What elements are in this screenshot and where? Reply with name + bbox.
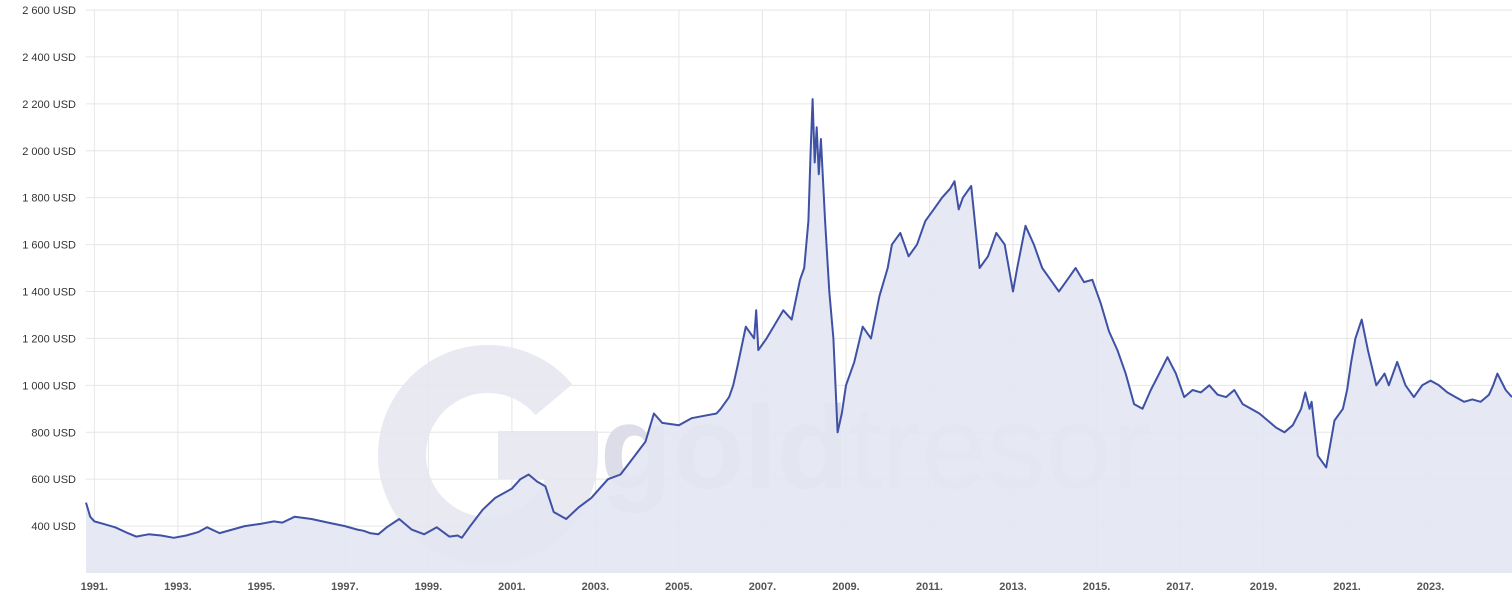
- x-tick-label: 2001.: [498, 581, 526, 593]
- x-tick-label: 2017.: [1166, 581, 1194, 593]
- y-tick-label: 1 000 USD: [22, 380, 76, 392]
- x-tick-label: 1991.: [81, 581, 109, 593]
- x-tick-label: 2023.: [1417, 581, 1445, 593]
- y-axis-labels: 400 USD 600 USD 800 USD 1 000 USD 1 200 USD 1…: [22, 5, 76, 533]
- x-tick-label: 2019.: [1250, 581, 1278, 593]
- y-tick-label: 400 USD: [31, 521, 76, 533]
- x-tick-label: 2011.: [916, 581, 943, 593]
- x-tick-label: 2013.: [999, 581, 1027, 593]
- y-tick-label: 1 400 USD: [22, 287, 76, 299]
- y-tick-label: 2 400 USD: [22, 52, 76, 64]
- y-tick-label: 2 000 USD: [22, 146, 76, 158]
- y-tick-label: 600 USD: [31, 474, 76, 486]
- y-tick-label: 1 200 USD: [22, 333, 76, 345]
- x-tick-label: 1997.: [331, 581, 359, 593]
- y-tick-label: 1 600 USD: [22, 240, 76, 252]
- price-area-fill: [86, 99, 1512, 573]
- x-axis-labels: 1991. 1993. 1995. 1997. 1999. 2001. 2003. 2005.…: [81, 581, 1445, 593]
- x-tick-label: 2015.: [1083, 581, 1111, 593]
- price-line: [85, 98, 1512, 539]
- y-tick-label: 2 600 USD: [22, 5, 76, 17]
- x-tick-label: 1995.: [248, 581, 276, 593]
- x-tick-label: 1993.: [164, 581, 192, 593]
- x-tick-label: 2021.: [1333, 581, 1361, 593]
- x-tick-label: 1999.: [415, 581, 443, 593]
- x-tick-label: 2003.: [582, 581, 610, 593]
- x-tick-label: 2005.: [665, 581, 693, 593]
- x-tick-label: 2009.: [832, 581, 860, 593]
- y-tick-label: 1 800 USD: [22, 193, 76, 205]
- x-tick-label: 2007.: [749, 581, 777, 593]
- y-tick-label: 2 200 USD: [22, 99, 76, 111]
- y-tick-label: 800 USD: [31, 427, 76, 439]
